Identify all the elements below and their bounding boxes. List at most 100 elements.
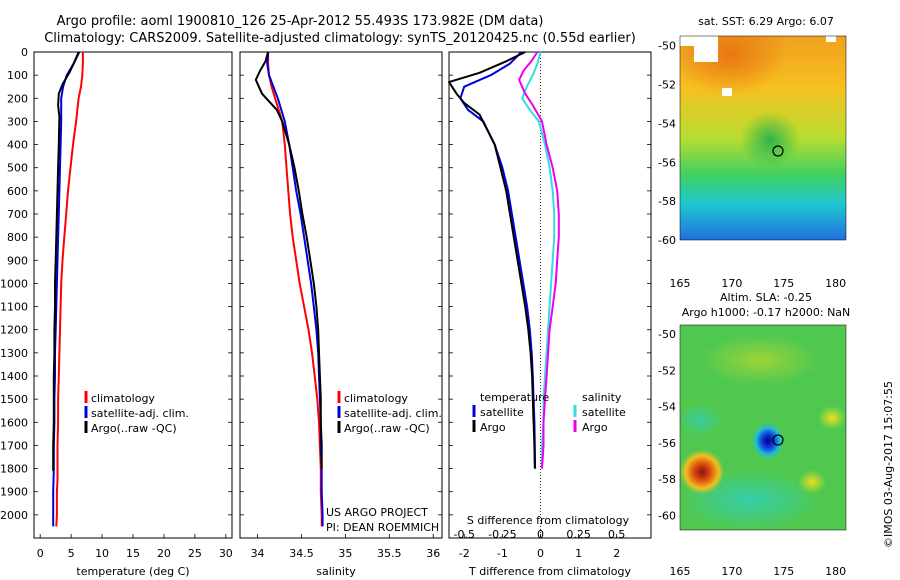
sla-map-title-line2: Argo h1000: -0.17 h2000: NaN [682,306,851,319]
salinity-x-ticks: 34 34.5 35 35.5 36 [251,534,440,560]
sla-map [678,324,847,531]
lon-tick-label: 170 [721,277,742,290]
legend-salinity-head: salinity [582,391,622,404]
depth-tick-label: 1200 [0,324,28,337]
x-tick-label: 5 [68,547,75,560]
x-tick-label: 15 [126,547,140,560]
x-tick-label: 10 [95,547,109,560]
temperature-x-ticks: 0 5 10 15 20 25 30 [37,534,233,560]
depth-tick-label: 900 [7,254,28,267]
depth-tick-label: 600 [7,185,28,198]
x-tick-label: 35 [338,547,352,560]
s-difference-x-label: S difference from climatology [467,514,630,527]
lon-tick-label: 165 [670,277,691,290]
lon-tick-label: 180 [825,565,846,578]
sla-map-frame [679,324,847,531]
x-tick-label: 34.5 [289,547,314,560]
x2-tick-label: 0.5 [608,528,626,541]
legend-s-satellite-label: satellite [582,406,626,419]
legend-satellite-label: satellite-adj. clim. [91,407,189,420]
pi-credit: PI: DEAN ROEMMICH [326,521,439,534]
sst-missing-data [680,36,718,46]
lon-tick-label: 180 [825,277,846,290]
depth-tick-label: 1100 [0,301,28,314]
depth-tick-label: 700 [7,208,28,221]
x-tick-label: -1 [497,547,508,560]
sst-cool-patch [740,112,800,168]
x2-tick-label: -0.5 [454,528,475,541]
salinity-profile-series [254,51,324,527]
t-difference-x-label: T difference from climatology [468,565,631,578]
lat-tick-label: -50 [658,328,676,341]
salinity-panel-frame [239,51,443,539]
series-line-salinity-argo [518,51,560,469]
sst-lon-ticks: 165 170 175 180 [670,277,847,290]
sst-map [679,35,847,241]
sla-high-eddy [680,450,724,494]
depth-axis: 0 100 200 300 400 500 600 700 800 900 1000 1100 1200… [0,46,651,522]
x2-tick-label: -0.25 [488,528,516,541]
depth-tick-label: 400 [7,139,28,152]
sla-light-patch [700,335,820,385]
lon-tick-label: 175 [773,565,794,578]
sla-lon-ticks: 165 170 175 180 [670,565,847,578]
depth-tick-label: 100 [7,69,28,82]
lat-tick-label: -56 [658,156,676,169]
depth-tick-label: 2000 [0,509,28,522]
lat-tick-label: -60 [658,234,676,247]
x-tick-label: 25 [188,547,202,560]
sla-yellow-patch [818,406,846,430]
lat-tick-label: -58 [658,195,676,208]
sst-map-title: sat. SST: 6.29 Argo: 6.07 [698,15,834,28]
depth-tick-label: 1900 [0,486,28,499]
legend-satellite-label: satellite-adj. clim. [344,407,442,420]
temperature-profile-series [52,51,84,527]
lat-tick-label: -54 [658,117,676,130]
depth-tick-label: 1500 [0,393,28,406]
x-tick-label: 20 [157,547,171,560]
depth-tick-label: 1600 [0,416,28,429]
depth-tick-label: 1400 [0,370,28,383]
sst-missing-data [694,46,718,62]
sla-lat-ticks: -50 -52 -54 -56 -58 -60 [658,328,676,522]
depth-tick-label: 200 [7,92,28,105]
x-tick-label: 0 [537,547,544,560]
difference-legend: temperature satellite Argo salinity sate… [472,391,626,434]
depth-tick-label: 1700 [0,439,28,452]
x2-tick-label: 0.25 [566,528,591,541]
legend-t-satellite-label: satellite [480,406,524,419]
lon-tick-label: 170 [721,565,742,578]
series-line-argo-raw-qc- [254,51,323,469]
depth-tick-label: 500 [7,162,28,175]
legend-climatology-label: climatology [344,392,408,405]
legend-t-argo-label: Argo [480,421,506,434]
depth-tick-label: 1000 [0,277,28,290]
x-tick-label: 34 [251,547,265,560]
temperature-panel-frame [33,51,233,539]
salinity-difference-x-ticks: -0.5 -0.25 0 0.25 0.5 [454,528,626,541]
legend-argo-label: Argo(..raw -QC) [344,422,430,435]
temperature-x-label: temperature (deg C) [76,565,189,578]
sst-argo-marker [772,145,784,157]
salinity-legend: climatology satellite-adj. clim. Argo(..… [337,391,442,435]
x-tick-label: 0 [37,547,44,560]
legend-s-argo-label: Argo [582,421,608,434]
difference-series [448,51,560,538]
x-tick-label: 35.5 [377,547,402,560]
figure-title-line2: Climatology: CARS2009. Satellite-adjuste… [44,31,636,46]
lat-tick-label: -54 [658,401,676,414]
depth-tick-label: 0 [21,46,28,59]
sst-missing-data [826,36,836,42]
lat-tick-label: -56 [658,437,676,450]
x-tick-label: -2 [459,547,470,560]
figure-title-line1: Argo profile: aoml 1900810_126 25-Apr-20… [57,14,544,29]
sla-argo-marker [772,434,784,446]
sst-missing-data [722,88,732,96]
salinity-x-label: salinity [316,565,356,578]
project-credit: US ARGO PROJECT [326,506,428,519]
x2-tick-label: 0 [537,528,544,541]
sla-low-eddy [752,423,784,459]
sla-yellow-patch [798,470,826,494]
temperature-legend: climatology satellite-adj. clim. Argo(..… [84,391,189,435]
lat-tick-label: -52 [658,364,676,377]
